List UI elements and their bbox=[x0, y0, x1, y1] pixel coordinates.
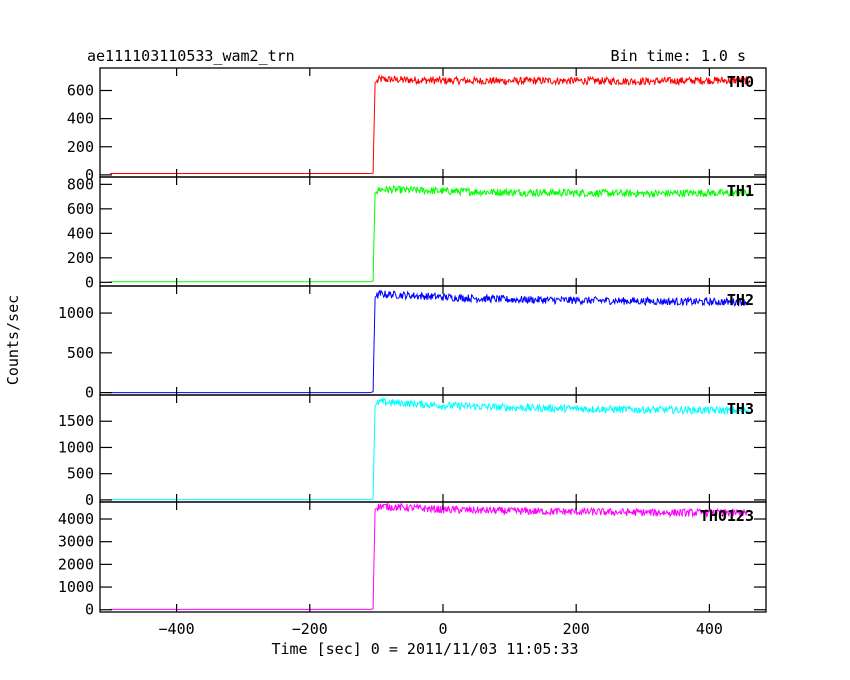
panel-th3: 0 500 1000 1500 TH3 bbox=[58, 394, 767, 509]
panel-label-th3: TH3 bbox=[727, 400, 754, 418]
panel-label-th1: TH1 bbox=[727, 182, 754, 200]
panel-label-th0123: TH0123 bbox=[700, 507, 754, 525]
y-axis-label: Counts/sec bbox=[4, 295, 22, 385]
y-tick-label: 1500 bbox=[58, 412, 94, 430]
series-line-th1 bbox=[110, 184, 750, 283]
x-tick-label: 0 bbox=[438, 620, 447, 638]
series-line-th0 bbox=[110, 74, 750, 174]
y-tick-label: 3000 bbox=[58, 533, 94, 551]
panel-frame bbox=[99, 501, 767, 613]
y-tick-label: 600 bbox=[67, 200, 94, 218]
panel-frame bbox=[99, 285, 767, 396]
panel-th0123: 0 1000 2000 3000 4000 TH0123 bbox=[58, 501, 767, 619]
x-tick-label: −200 bbox=[292, 620, 328, 638]
panel-label-th0: TH0 bbox=[727, 73, 754, 91]
x-tick-label: −400 bbox=[159, 620, 195, 638]
panel-th0: 0 200 400 600 TH0 bbox=[67, 67, 767, 184]
x-axis-tick-labels: −400 −200 0 200 400 bbox=[159, 620, 723, 638]
panel-frame bbox=[99, 394, 767, 503]
y-tick-label: 600 bbox=[67, 82, 94, 100]
panel-th1: 0 200 400 600 800 TH1 bbox=[67, 175, 767, 291]
panel-th2: 0 500 1000 TH2 bbox=[58, 285, 767, 402]
y-tick-label: 4000 bbox=[58, 510, 94, 528]
y-tick-label: 500 bbox=[67, 344, 94, 362]
y-tick-label: 1000 bbox=[58, 578, 94, 596]
y-tick-label: 0 bbox=[85, 166, 94, 184]
series-line-th2 bbox=[110, 289, 750, 394]
panel-label-th2: TH2 bbox=[727, 291, 754, 309]
series-line-th0123 bbox=[110, 502, 750, 610]
y-tick-label: 0 bbox=[85, 384, 94, 402]
y-tick-label: 500 bbox=[67, 465, 94, 483]
y-tick-label: 2000 bbox=[58, 555, 94, 573]
y-tick-label: 0 bbox=[85, 273, 94, 291]
chart-title: ae111103110533_wam2_trn bbox=[87, 47, 295, 65]
x-tick-label: 400 bbox=[696, 620, 723, 638]
panels: 0 200 400 600 TH0 0 200 400 600 800 TH1 0 500 1000 TH2… bbox=[58, 67, 767, 619]
y-tick-label: 0 bbox=[85, 491, 94, 509]
x-axis-label: Time [sec] 0 = 2011/11/03 11:05:33 bbox=[271, 640, 578, 658]
y-tick-label: 800 bbox=[67, 175, 94, 193]
y-tick-label: 200 bbox=[67, 249, 94, 267]
y-tick-label: 200 bbox=[67, 138, 94, 156]
panel-frame bbox=[99, 67, 767, 178]
series-line-th3 bbox=[110, 397, 750, 501]
y-tick-label: 1000 bbox=[58, 438, 94, 456]
x-tick-label: 200 bbox=[563, 620, 590, 638]
y-tick-label: 0 bbox=[85, 601, 94, 619]
y-tick-label: 1000 bbox=[58, 304, 94, 322]
bin-time-label: Bin time: 1.0 s bbox=[611, 47, 746, 65]
y-tick-label: 400 bbox=[67, 110, 94, 128]
y-tick-label: 400 bbox=[67, 224, 94, 242]
